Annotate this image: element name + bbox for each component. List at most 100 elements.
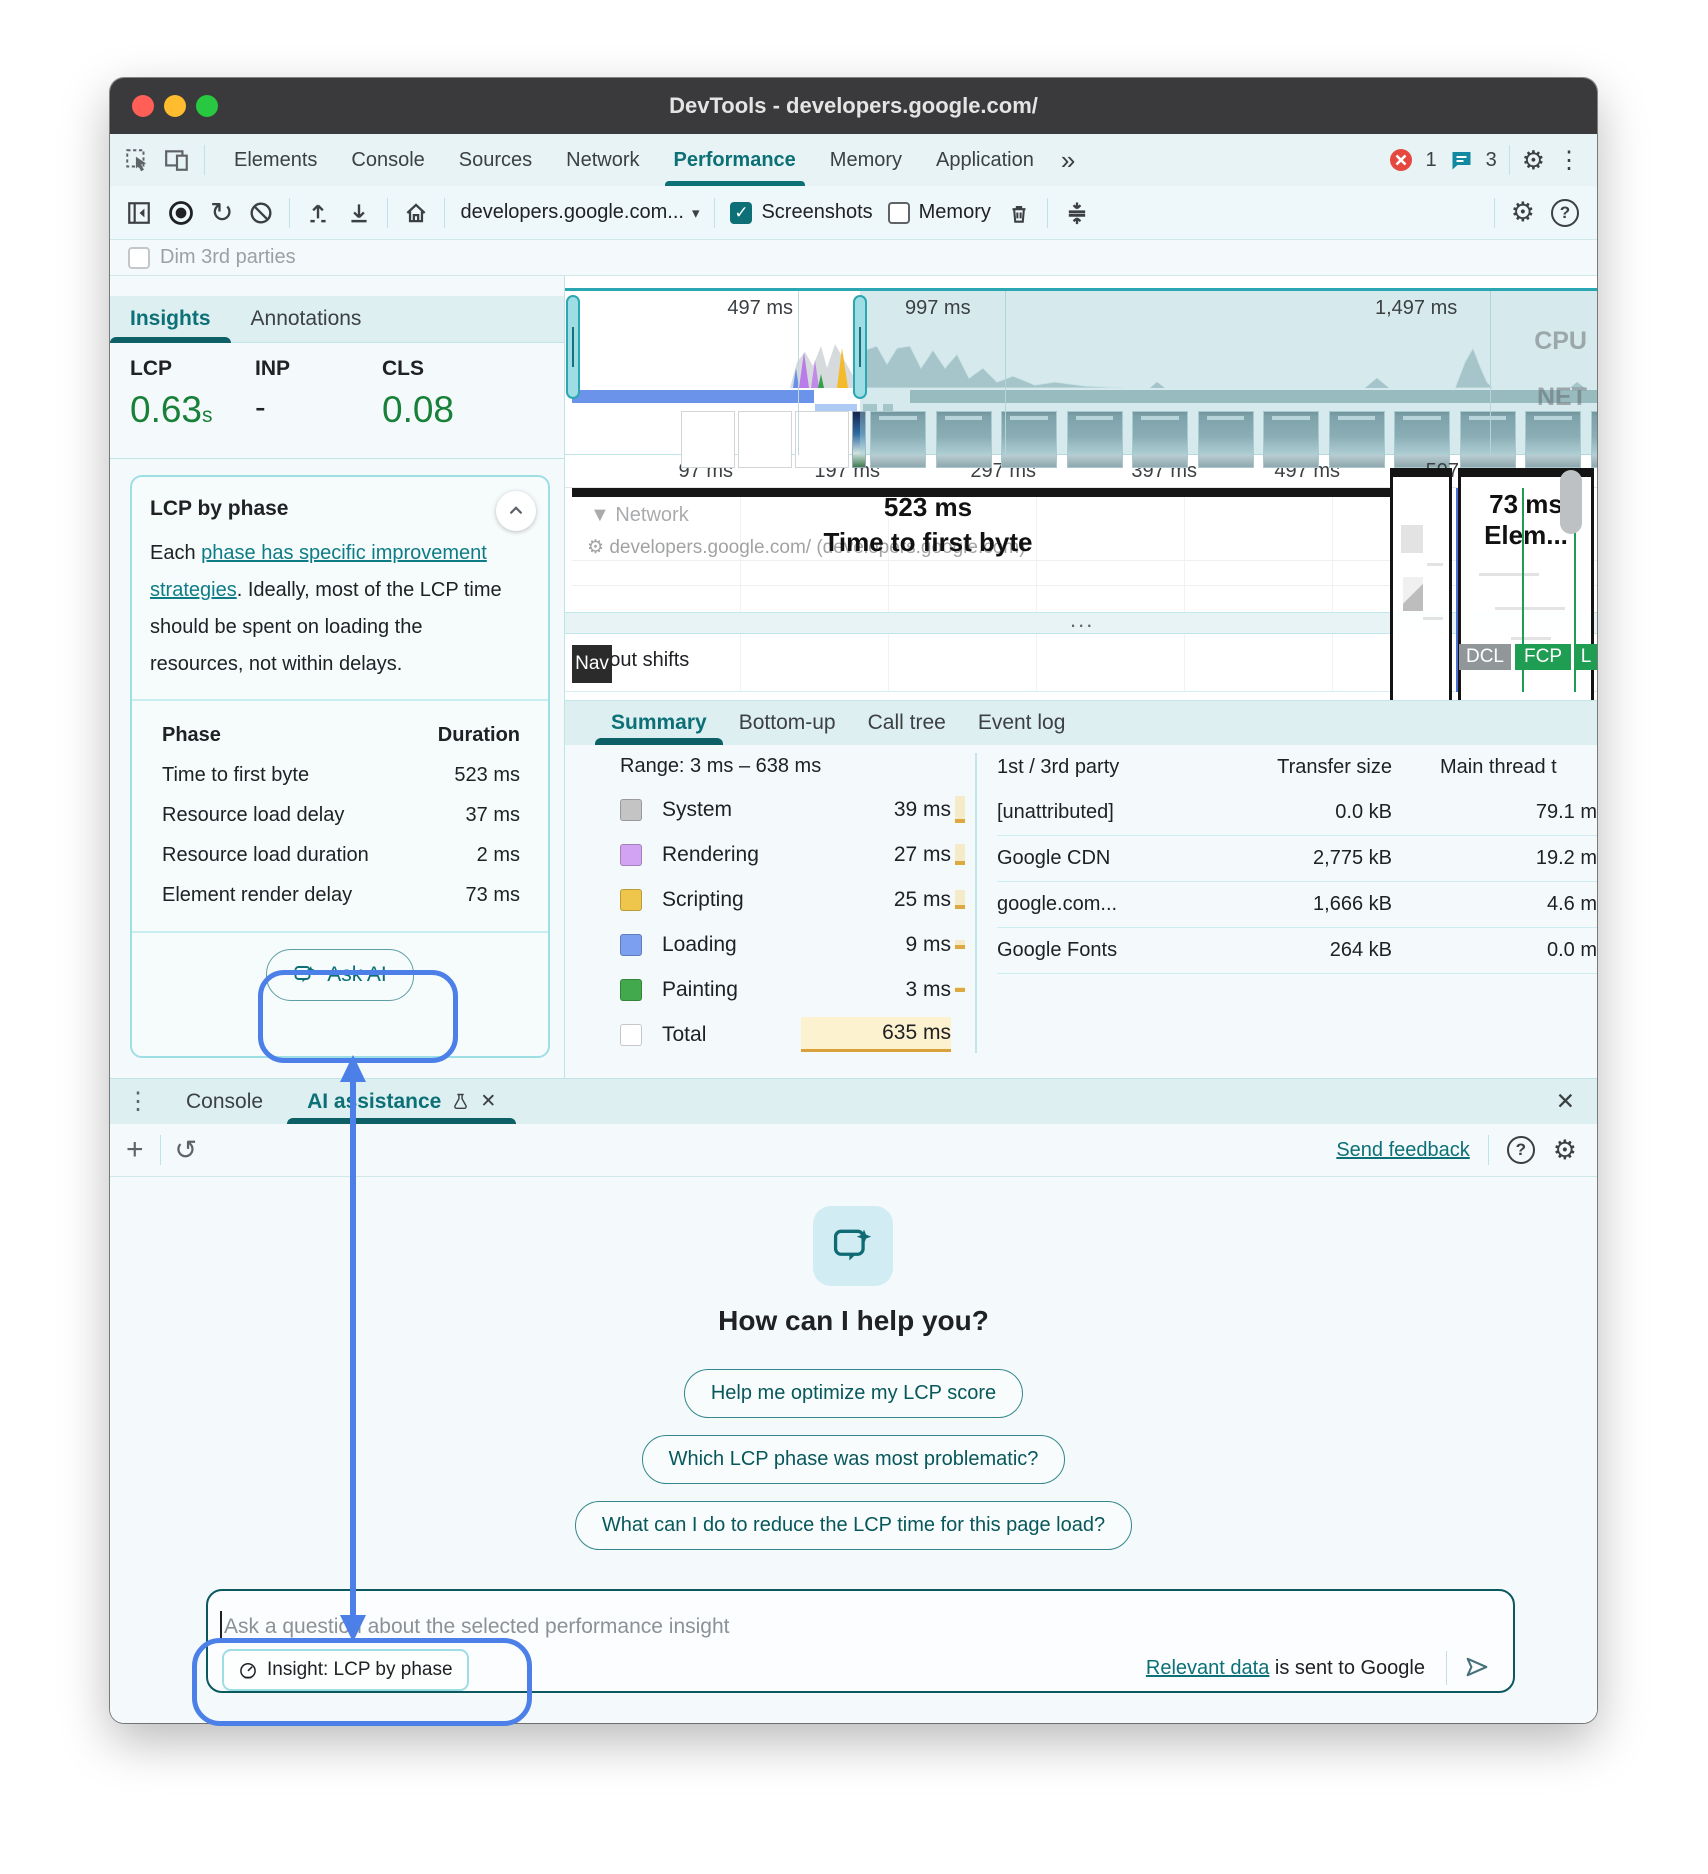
minimize-window-button[interactable]: [164, 95, 186, 117]
panel-tab[interactable]: Sources: [458, 148, 533, 171]
third-party-row[interactable]: google.com... 1,666 kB 4.6 m: [997, 882, 1597, 928]
help-icon[interactable]: ?: [1506, 1136, 1535, 1164]
unselected-range-overlay: [860, 291, 1597, 455]
filmstrip-frame-screenshot[interactable]: [1328, 411, 1385, 468]
improvement-strategies-link[interactable]: phase has specific improvement strategie…: [150, 542, 487, 601]
filmstrip-frame-screenshot[interactable]: [935, 411, 992, 468]
new-chat-icon[interactable]: +: [126, 1133, 144, 1166]
send-feedback-link[interactable]: Send feedback: [1336, 1138, 1470, 1161]
gridline: [1332, 488, 1333, 692]
panel-tabs: Elements Console Sources Network Performance…: [217, 134, 1051, 186]
legend-row: Scripting 25 ms: [620, 877, 965, 922]
filmstrip-frame-blank[interactable]: [738, 411, 792, 468]
panel-tab[interactable]: Memory: [829, 148, 903, 171]
settings-gear-icon[interactable]: ⚙: [1552, 1134, 1577, 1165]
legend-row: System 39 ms: [620, 787, 965, 832]
collapse-sidebar-icon[interactable]: [1063, 199, 1091, 227]
filmstrip-frame-screenshot[interactable]: [1525, 411, 1581, 468]
filmstrip-frame-screenshot[interactable]: [1001, 411, 1057, 468]
fcp-badge: FCP: [1515, 644, 1571, 670]
third-party-row[interactable]: Google CDN 2,775 kB 19.2 m: [997, 836, 1597, 882]
more-tabs-icon[interactable]: »: [1060, 144, 1076, 175]
drawer-tab-ai-assistance[interactable]: AI assistance ✕: [285, 1079, 518, 1124]
drawer-menu-icon[interactable]: ⋮: [126, 1088, 150, 1115]
network-request-row[interactable]: ⚙ developers.google.com/ (developers.goo…: [587, 537, 1026, 558]
panel-tab[interactable]: Performance: [657, 134, 813, 186]
record-icon[interactable]: [167, 199, 195, 227]
dim-checkbox[interactable]: [128, 246, 150, 269]
clear-icon[interactable]: [248, 200, 274, 226]
send-prompt-icon[interactable]: [1463, 1653, 1491, 1681]
load-profile-icon[interactable]: [305, 200, 331, 226]
filmstrip-frame-blank[interactable]: [681, 411, 735, 468]
inp-metric[interactable]: INP -: [255, 357, 291, 425]
sidebar-tab[interactable]: Insights: [110, 296, 231, 343]
history-icon[interactable]: ↺: [174, 1134, 198, 1165]
filmstrip-frame-screenshot[interactable]: [1590, 411, 1597, 468]
suggestion-chip[interactable]: Help me optimize my LCP score: [683, 1369, 1024, 1418]
filmstrip-frame-screenshot[interactable]: [1394, 411, 1450, 468]
sidebar-tab[interactable]: Annotations: [250, 307, 362, 330]
third-party-row[interactable]: [unattributed] 0.0 kB 79.1 m: [997, 790, 1597, 836]
filmstrip-frame-screenshot[interactable]: [1459, 411, 1516, 468]
reload-record-icon[interactable]: ↻: [210, 196, 234, 228]
filmstrip-frame-blank[interactable]: [795, 411, 849, 468]
range-handle-left[interactable]: [566, 295, 580, 399]
suggestion-chip[interactable]: What can I do to reduce the LCP time for…: [574, 1501, 1133, 1550]
cls-metric[interactable]: CLS 0.08: [382, 357, 455, 430]
close-drawer-icon[interactable]: ✕: [1555, 1088, 1575, 1114]
filmstrip-frame-screenshot[interactable]: [1066, 411, 1123, 468]
close-window-button[interactable]: [132, 95, 154, 117]
panel-tab[interactable]: Console: [351, 148, 425, 171]
filmstrip-frame-screenshot[interactable]: [1132, 411, 1188, 468]
summary-tab[interactable]: Summary: [595, 701, 723, 745]
suggestion-chip[interactable]: Which LCP phase was most problematic?: [641, 1435, 1066, 1484]
collapse-insight-button[interactable]: [496, 491, 536, 531]
phase-name: Resource load delay: [162, 803, 345, 826]
capture-settings-gear-icon[interactable]: ⚙: [1510, 197, 1535, 227]
scrollbar-thumb[interactable]: [1560, 470, 1582, 534]
filmstrip-frame-screenshot[interactable]: [1263, 411, 1319, 468]
filmstrip-frame-screenshot[interactable]: [870, 411, 926, 468]
zoom-window-button[interactable]: [196, 95, 218, 117]
relevant-data-link[interactable]: Relevant data: [1145, 1657, 1270, 1679]
ask-ai-button[interactable]: Ask AI: [266, 949, 414, 1001]
filmstrip-frame-screenshot[interactable]: [852, 411, 866, 468]
summary-tab[interactable]: Event log: [977, 711, 1066, 734]
garbage-collect-icon[interactable]: [1006, 200, 1032, 226]
memory-checkbox[interactable]: Memory: [887, 201, 991, 224]
filmstrip-frame-screenshot[interactable]: [1197, 411, 1254, 468]
panel-tab[interactable]: Network: [566, 148, 640, 171]
issues-icon[interactable]: [1449, 148, 1474, 172]
dock-panel-icon[interactable]: [126, 200, 152, 226]
help-icon[interactable]: ?: [1551, 198, 1579, 227]
network-track-header[interactable]: ▼ Network: [590, 504, 689, 526]
screenshots-checkbox[interactable]: ✓ Screenshots: [730, 201, 873, 224]
error-icon[interactable]: [1389, 148, 1413, 172]
insight-context-chip[interactable]: Insight: LCP by phase: [222, 1649, 469, 1691]
lcp-metric[interactable]: LCP 0.63s: [130, 357, 213, 430]
panel-tab[interactable]: Application: [936, 148, 1034, 171]
main-thread-time: 79.1 m: [1535, 801, 1597, 823]
legend-row: Painting 3 ms: [620, 967, 965, 1012]
layout-shifts-track[interactable]: Layout shifts Nav: [565, 634, 1597, 692]
home-icon[interactable]: [403, 200, 429, 226]
ai-prompt-input[interactable]: Ask a question about the selected perfor…: [206, 1589, 1515, 1693]
summary-tab[interactable]: Call tree: [867, 711, 946, 734]
history-url-select[interactable]: developers.google.com... ▾: [460, 201, 699, 224]
cpu-activity-chart: [790, 344, 1585, 388]
drawer-tab-console[interactable]: Console: [186, 1089, 264, 1113]
settings-gear-icon[interactable]: ⚙: [1521, 144, 1545, 175]
third-party-row[interactable]: Google Fonts 264 kB 0.0 m: [997, 928, 1597, 974]
summary-tab[interactable]: Bottom-up: [738, 711, 836, 734]
close-tab-icon[interactable]: ✕: [480, 1091, 497, 1112]
panel-tab[interactable]: Elements: [234, 148, 318, 171]
filmstrip: [565, 411, 1597, 468]
timeline-overview-strip[interactable]: 497 ms 997 ms 1,497 ms CPU NET: [565, 288, 1597, 468]
device-toolbar-icon[interactable]: [164, 147, 190, 173]
kebab-menu-icon[interactable]: ⋮: [1557, 146, 1581, 174]
inspect-element-icon[interactable]: [124, 147, 150, 173]
range-handle-right[interactable]: [853, 295, 867, 399]
save-profile-icon[interactable]: [346, 200, 372, 226]
collapsed-tracks-band[interactable]: ...: [565, 607, 1597, 634]
